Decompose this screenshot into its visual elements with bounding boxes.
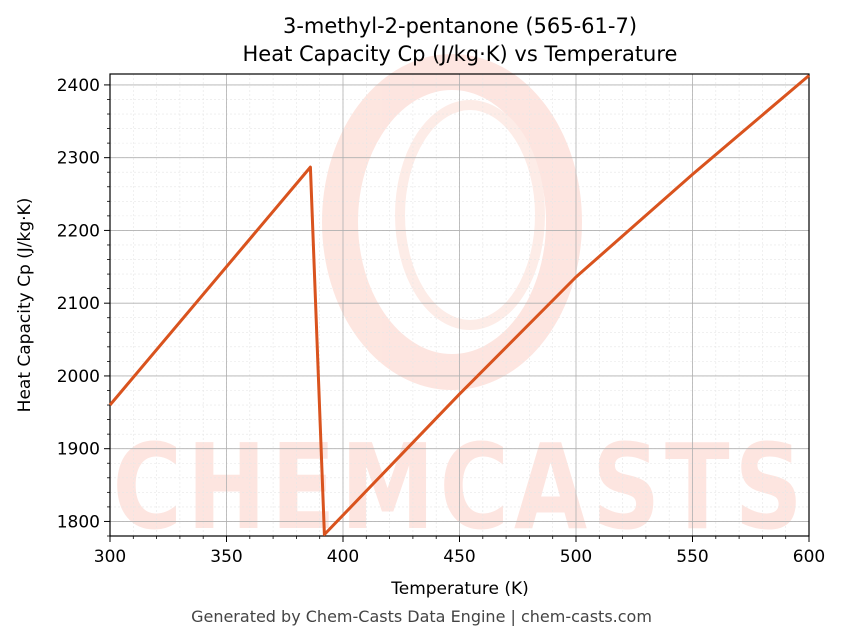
series-line-0 [108,74,810,536]
x-tick-label: 600 [793,547,825,567]
x-tick-label: 500 [560,547,592,567]
major-grid [109,74,810,536]
watermark-text: CHEMCASTS [113,418,808,556]
y-tick-label: 1900 [57,440,100,460]
series-group [108,74,810,536]
y-tick-labels: 1800 1900 2000 2100 2200 2300 2400 [57,76,100,533]
y-tick-label: 2200 [57,221,100,241]
x-tick-label: 300 [94,547,126,567]
y-tick-label: 2300 [57,149,100,169]
footer-credit: Generated by Chem-Casts Data Engine | ch… [191,607,652,626]
x-tick-label: 550 [676,547,708,567]
y-tick-label: 2100 [57,294,100,314]
watermark: CHEMCASTS [113,54,808,556]
x-axis-label: Temperature (K) [390,579,529,599]
y-tick-label: 1800 [57,512,100,532]
x-tick-labels: 300 350 400 450 500 550 600 [94,547,825,567]
y-axis-label: Heat Capacity Cp (J/kg·K) [15,198,35,413]
watermark-logo-ring [322,54,582,390]
y-tick-label: 2400 [57,76,100,96]
chart-title: 3-methyl-2-pentanone (565-61-7) [283,14,637,38]
axis-ticks [104,84,810,542]
chart-subtitle: Heat Capacity Cp (J/kg·K) vs Temperature [243,42,678,66]
x-tick-label: 400 [327,547,359,567]
y-tick-label: 2000 [57,367,100,387]
x-tick-label: 350 [210,547,242,567]
x-tick-label: 450 [443,547,475,567]
watermark-logo-ring-inner [395,100,545,330]
